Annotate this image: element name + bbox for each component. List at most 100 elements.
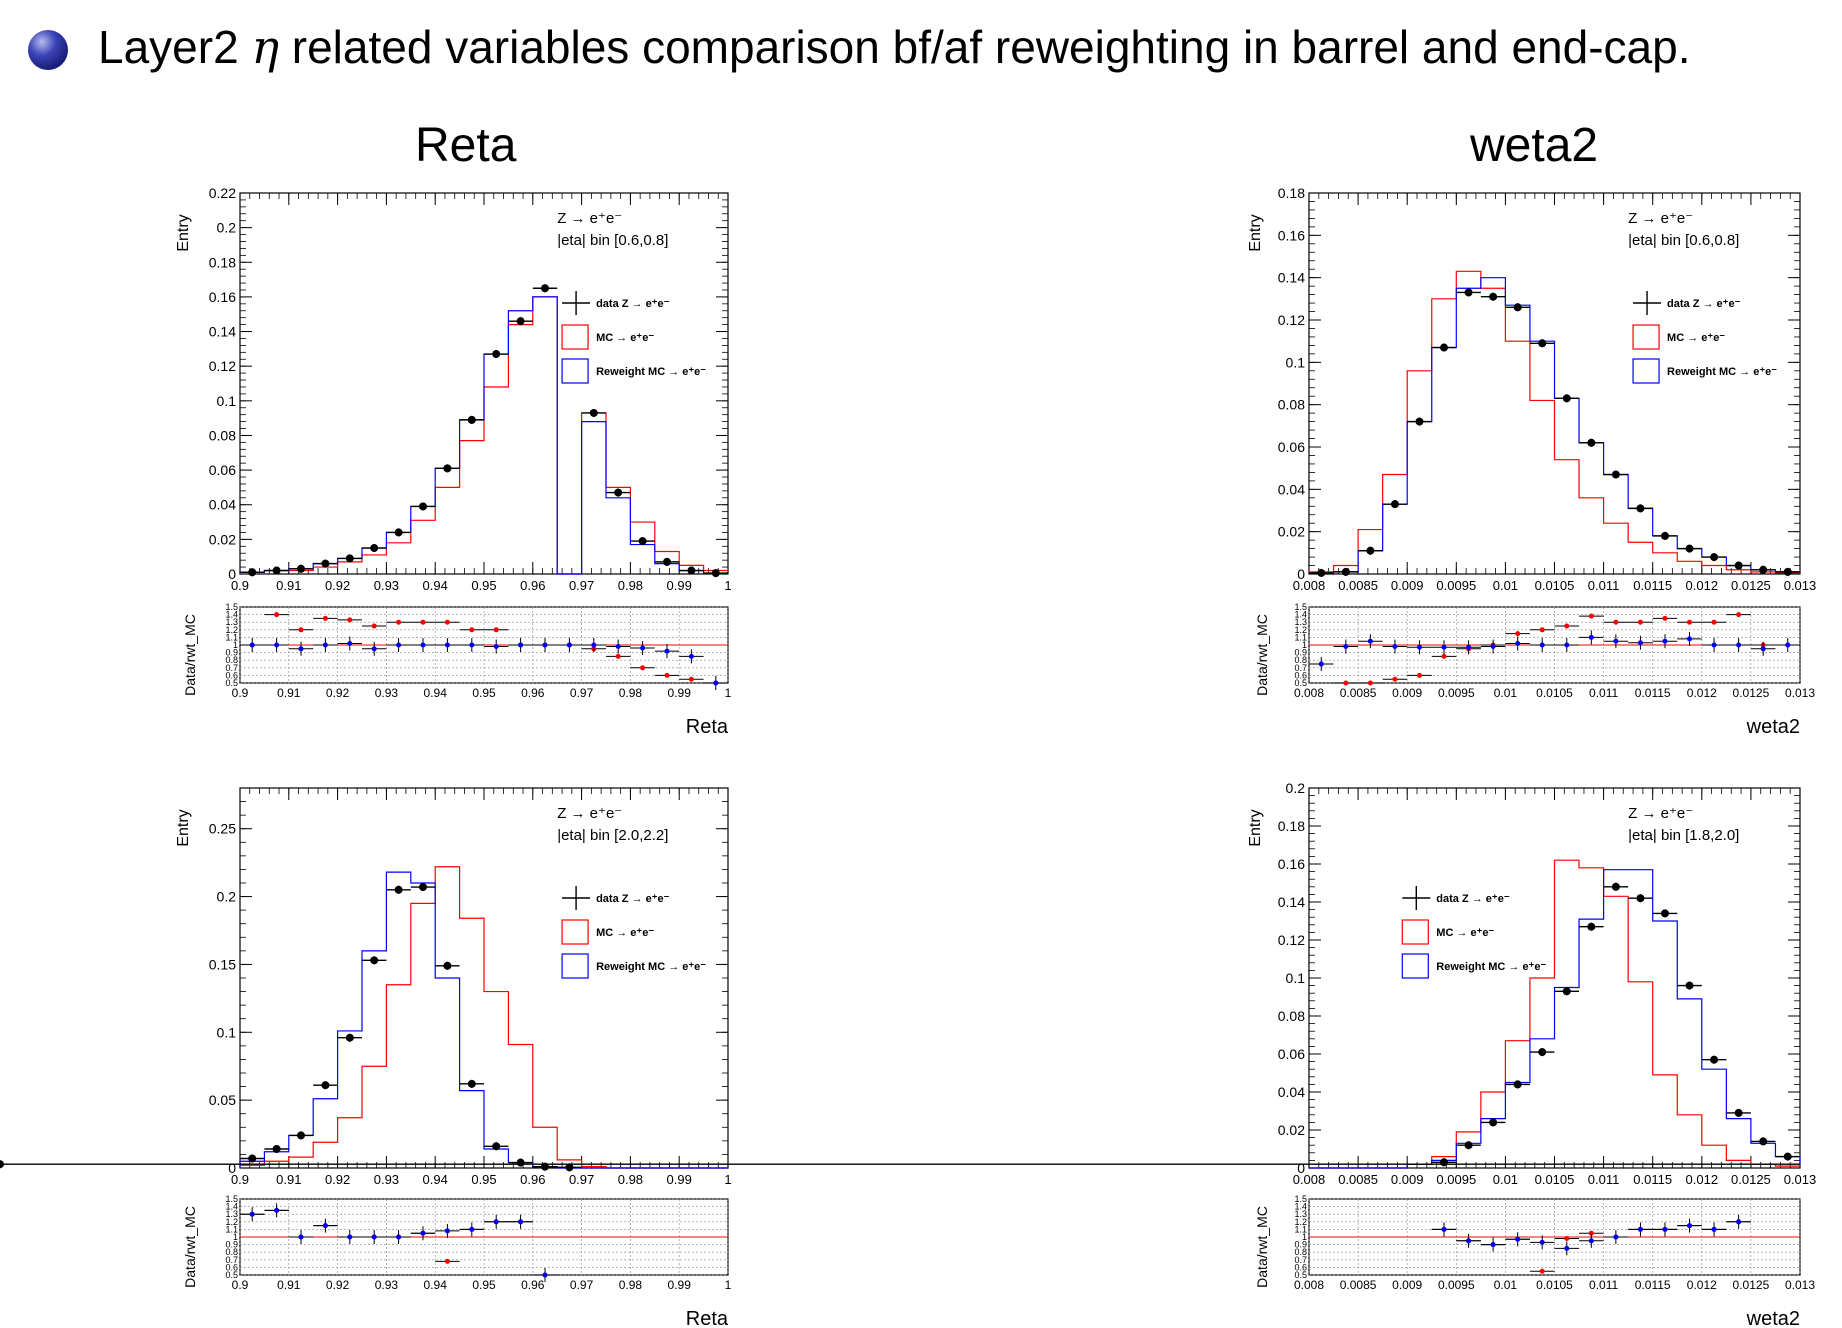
x-tick-label: 0.99 — [667, 1172, 692, 1187]
ratio-mc-point — [444, 1258, 450, 1264]
ratio-x-tick-label: 0.008 — [1294, 1278, 1324, 1292]
y-axis-label: Entry — [175, 809, 192, 846]
ratio-rwt-point — [1687, 1223, 1693, 1229]
left-column-title: Reta — [415, 119, 517, 172]
ratio-mc-point — [371, 623, 377, 629]
data-point — [419, 883, 427, 892]
ratio-rwt-point — [1539, 1239, 1545, 1245]
data-point — [1783, 1152, 1792, 1161]
y-tick-label: 0.06 — [1278, 1046, 1305, 1062]
legend-data-label: data Z → e⁺e⁻ — [596, 893, 670, 905]
data-point — [1513, 1080, 1522, 1089]
x-tick-label: 0.011 — [1588, 1172, 1620, 1187]
data-point — [297, 564, 305, 573]
y-axis-label: Entry — [1247, 809, 1264, 846]
data-point — [248, 1154, 257, 1163]
ratio-mc-point — [420, 619, 426, 625]
data-point — [1685, 981, 1694, 990]
legend-rwt-swatch — [1401, 953, 1429, 979]
y-tick-label: 0.02 — [1278, 524, 1305, 540]
ratio-rwt-point — [1711, 642, 1717, 648]
mc-histogram — [239, 866, 728, 1169]
ratio-rwt-point — [615, 644, 621, 650]
ratio-rwt-point — [469, 1226, 475, 1232]
ratio-x-tick-label: 0.0085 — [1340, 686, 1377, 700]
legend-mc-swatch — [1401, 919, 1429, 945]
legend-mc-swatch — [561, 919, 589, 945]
ratio-y-tick-label: 1.2 — [225, 625, 238, 635]
ratio-mc-point — [1687, 619, 1693, 625]
ratio-y-tick-label: 1.5 — [225, 1194, 238, 1204]
x-tick-label: 0.95 — [471, 1172, 496, 1187]
data-point — [1562, 394, 1571, 403]
data-point — [1660, 909, 1669, 918]
legend-data-label: data Z → e⁺e⁻ — [1667, 298, 1741, 310]
legend-mc-label: MC → e⁺e⁻ — [1436, 927, 1494, 939]
eta-bin-label: |eta| bin [0.6,0.8] — [557, 232, 668, 249]
x-tick-label: 0.0115 — [1633, 1172, 1672, 1187]
ratio-rwt-point — [518, 642, 524, 648]
ratio-y-tick-label: 1.2 — [1294, 1217, 1307, 1227]
process-label: Z → e⁺e⁻ — [557, 210, 622, 227]
x-tick-label: 0.0085 — [1338, 578, 1378, 593]
legend-mc-swatch — [1632, 324, 1660, 350]
ratio-x-tick-label: 0.99 — [668, 686, 692, 700]
ratio-mc-point — [347, 617, 353, 623]
ratio-x-tick-label: 0.92 — [326, 686, 350, 700]
x-tick-label: 0.98 — [618, 578, 643, 593]
y-tick-label: 0.1 — [217, 393, 237, 409]
data-point — [272, 566, 281, 575]
title-eta: η — [251, 20, 279, 74]
ratio-rwt-point — [298, 646, 304, 652]
ratio-mc-point — [1539, 1268, 1545, 1274]
ratio-rwt-point — [542, 642, 548, 648]
y-tick-label: 0 — [228, 566, 236, 582]
y-tick-label: 0.04 — [1278, 1084, 1305, 1100]
ratio-rwt-point — [1539, 642, 1545, 648]
ratio-rwt-point — [1736, 1219, 1742, 1225]
ratio-y-tick-label: 0.5 — [225, 1270, 238, 1280]
ratio-y-tick-label: 1.1 — [1294, 1224, 1307, 1234]
ratio-y-tick-label: 1.3 — [1294, 617, 1307, 627]
ratio-x-tick-label: 0.008 — [1294, 686, 1324, 700]
ratio-rwt-point — [713, 680, 719, 686]
x-tick-label: 0.012 — [1686, 1172, 1719, 1187]
data-point — [467, 1079, 476, 1088]
ratio-rwt-point — [1564, 1245, 1570, 1251]
x-axis-label: Reta — [686, 1308, 729, 1328]
x-tick-label: 0.94 — [423, 578, 448, 593]
ratio-rwt-point — [591, 642, 597, 648]
ratio-y-tick-label: 0.7 — [1294, 1255, 1307, 1265]
ratio-mc-point — [1343, 680, 1349, 686]
ratio-y-tick-label: 0.8 — [225, 655, 238, 665]
legend-rwt-label: Reweight MC → e⁺e⁻ — [596, 961, 706, 973]
ratio-rwt-point — [396, 1234, 402, 1240]
ratio-mc-point — [664, 672, 670, 678]
ratio-y-tick-label: 1.3 — [225, 617, 238, 627]
ratio-rwt-point — [1637, 1226, 1643, 1232]
ratio-mc-point — [1441, 653, 1447, 659]
x-tick-label: 0.93 — [374, 1172, 399, 1187]
y-tick-label: 0.1 — [217, 1024, 237, 1040]
y-tick-label: 0.02 — [1278, 1122, 1305, 1138]
data-point — [321, 1081, 330, 1090]
ratio-x-tick-label: 0.94 — [424, 1278, 448, 1292]
ratio-mc-point — [469, 627, 475, 633]
ratio-y-tick-label: 0.5 — [1294, 1270, 1307, 1280]
y-tick-label: 0.05 — [209, 1092, 236, 1108]
data-point — [687, 566, 696, 575]
legend-mc-label: MC → e⁺e⁻ — [1667, 332, 1725, 344]
y-tick-label: 0.14 — [209, 324, 236, 340]
ratio-mc-point — [444, 619, 450, 625]
ratio-rwt-point — [322, 642, 328, 648]
x-tick-label: 0.96 — [520, 1172, 545, 1187]
y-tick-label: 0.18 — [1278, 818, 1305, 834]
y-tick-label: 0 — [228, 1160, 236, 1176]
data-point — [1587, 438, 1596, 447]
ratio-y-tick-label: 1.5 — [1294, 1194, 1307, 1204]
data-point — [516, 1158, 525, 1167]
data-point — [370, 956, 379, 965]
ratio-mc-point — [640, 665, 646, 671]
ratio-x-tick-label: 0.0125 — [1733, 1278, 1770, 1292]
